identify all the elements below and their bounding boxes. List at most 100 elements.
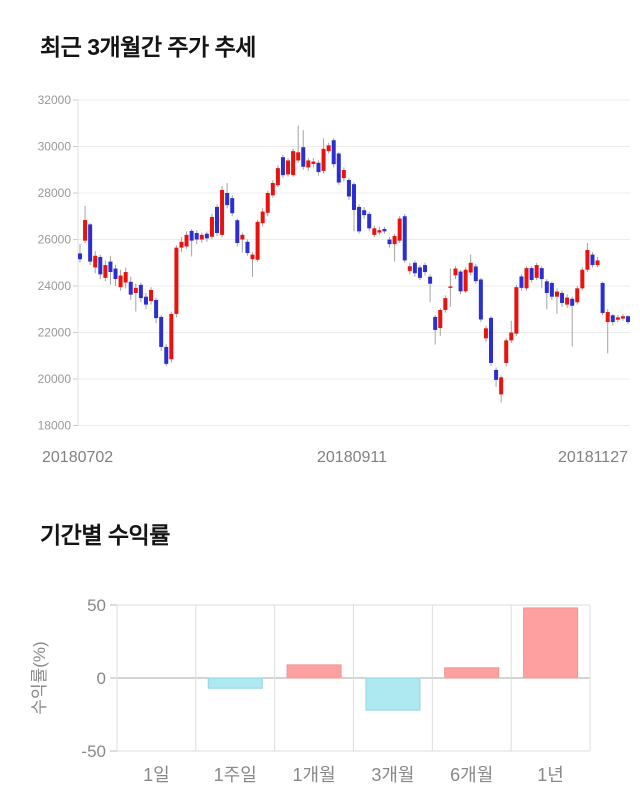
candle (610, 313, 615, 326)
candle-body (154, 299, 159, 319)
candle-body (341, 169, 346, 179)
candle-body (83, 219, 88, 241)
candle (605, 309, 610, 354)
candle-body (336, 153, 341, 183)
candle (529, 266, 534, 283)
return-bar (444, 667, 500, 679)
candle-body (417, 267, 422, 278)
candle-body (260, 211, 265, 224)
candle-body (133, 287, 138, 293)
price-chart-title: 최근 3개월간 주가 추세 (40, 34, 256, 60)
candle-body (98, 256, 103, 275)
candle-body (138, 284, 143, 299)
candle-body (438, 309, 443, 329)
candle-body (504, 340, 509, 363)
candle (179, 237, 184, 253)
candle-body (209, 216, 214, 237)
return-bar (286, 664, 342, 679)
candle (397, 216, 402, 243)
category-label: 1주일 (214, 765, 257, 785)
candle (352, 182, 356, 232)
candle-body (468, 262, 473, 273)
candle (468, 254, 473, 276)
candle (83, 205, 88, 243)
price-chart-candles (78, 125, 630, 403)
candle (169, 311, 174, 363)
candle-body (549, 282, 554, 297)
candle (620, 313, 625, 321)
candle-body (159, 316, 164, 347)
candle (138, 282, 143, 303)
candle-body (397, 218, 402, 241)
candle-body (362, 210, 367, 216)
candle (499, 375, 504, 403)
price-chart-grid (73, 99, 630, 426)
candle (189, 229, 194, 257)
candle (483, 325, 488, 342)
candle (316, 160, 321, 176)
candle (362, 206, 367, 219)
candle (428, 274, 433, 303)
candle (367, 211, 372, 232)
candle (123, 267, 128, 289)
candle-body (524, 268, 529, 289)
candle (149, 287, 154, 305)
candle-body (539, 268, 544, 280)
y-tick-label: 0 (97, 669, 106, 688)
candle (357, 204, 362, 234)
candle (215, 204, 219, 237)
candle (230, 195, 235, 217)
candle-body (565, 297, 570, 305)
candle (240, 232, 245, 253)
candle (235, 218, 240, 247)
candle (478, 277, 483, 323)
candle (265, 190, 270, 217)
candle-body (585, 249, 590, 270)
candle (524, 266, 529, 291)
candle (194, 230, 199, 245)
candle-body (407, 266, 412, 271)
candle-body (215, 206, 219, 233)
y-tick-label: -50 (81, 742, 106, 761)
candle (98, 254, 103, 280)
y-tick-label: 22000 (38, 326, 72, 340)
y-tick-label: 24000 (38, 279, 72, 293)
candle-body (118, 275, 123, 288)
candle (534, 262, 539, 281)
candle (93, 251, 98, 274)
candle-body (169, 313, 174, 360)
candle-body (615, 317, 620, 320)
candle (615, 315, 620, 323)
candle (489, 316, 493, 367)
candle-body (514, 287, 519, 334)
candle (372, 225, 377, 238)
candle-body (280, 157, 285, 176)
candle (133, 283, 138, 312)
candle-body (560, 292, 565, 303)
candle-body (428, 276, 433, 284)
candle (423, 262, 428, 276)
candle-body (489, 317, 493, 363)
candle (260, 208, 265, 227)
candle (321, 138, 326, 174)
candle (143, 292, 148, 310)
candle (377, 226, 382, 235)
candle-body (382, 229, 387, 232)
candle (600, 281, 605, 316)
candle (128, 276, 133, 300)
candle-body (412, 262, 417, 274)
category-label: 1년 (537, 765, 564, 785)
candle (78, 244, 82, 263)
candle-body (478, 279, 483, 320)
candle-body (128, 281, 133, 295)
candle-body (326, 145, 331, 152)
candle-body (372, 228, 377, 235)
candle-body (580, 269, 585, 289)
candle (554, 288, 559, 314)
price-chart-y-tick-labels: 32000 30000 28000 26000 24000 22000 20000 18000 (38, 93, 72, 433)
candle (346, 177, 351, 200)
candle (392, 233, 397, 262)
return-bar (207, 677, 263, 689)
candle-body (605, 312, 610, 323)
price-chart-x-axis-labels: 20180702 20180911 20181127 (42, 449, 628, 466)
